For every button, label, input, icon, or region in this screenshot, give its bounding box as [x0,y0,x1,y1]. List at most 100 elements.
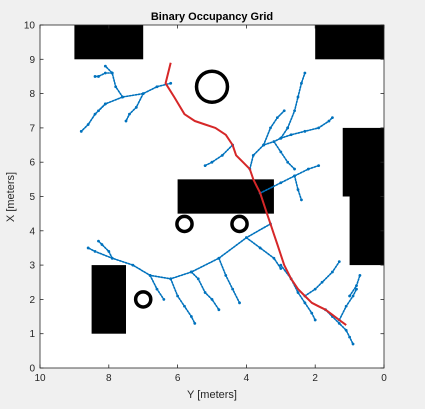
tree-node [337,322,341,325]
y-tick-label: 9 [29,55,35,66]
tree-node [162,298,166,301]
x-tick-label: 10 [34,373,46,384]
x-axis-label: Y [meters] [187,389,237,401]
tree-node [103,71,107,75]
tree-node [282,109,286,113]
obstacle-rect-4 [349,189,384,266]
tree-node [131,263,135,267]
tree-node [279,267,283,270]
tree-node [306,167,310,171]
tree-branch-4 [125,92,144,122]
tree-node [348,335,351,339]
tree-node [355,287,358,291]
tree-node [169,81,173,85]
obstacle-rect-1 [74,25,144,60]
tree-node [97,239,100,243]
y-tick-label: 8 [29,89,35,100]
tree-branch-14 [87,223,272,280]
tree-node [358,273,362,277]
tree-node [293,167,296,171]
tree-branch-6 [249,127,289,170]
tree-node [279,150,283,154]
tree-node [210,298,214,301]
tree-node [327,119,331,123]
tree-node [303,129,307,133]
tree-node [293,174,296,178]
tree-node [189,270,193,274]
tree-node [286,126,290,130]
x-tick-label: 2 [312,373,318,384]
tree-node [231,287,235,291]
obstacle-rect-2 [315,25,384,60]
tree-node [148,273,152,277]
tree-node [272,256,276,260]
tree-node [169,277,173,281]
tree-node [293,109,296,113]
obstacle-ring-4 [133,290,153,309]
tree-node [110,71,114,75]
tree-node [97,75,100,78]
tree-node [313,318,317,322]
tree-node [103,64,107,68]
tree-branch-2 [104,65,124,98]
tree-node [296,188,300,192]
obstacle-ring-3 [230,214,249,234]
tree-node [100,243,104,246]
tree-node [217,256,221,260]
tree-node [262,143,265,147]
tree-node [337,260,341,264]
tree-node [269,126,272,130]
x-tick-label: 4 [244,373,250,384]
y-tick-label: 5 [29,192,35,203]
y-tick-label: 2 [29,295,35,306]
tree-node [114,85,118,89]
planned-path-line [164,62,347,326]
tree-node [313,287,317,291]
tree-node [124,119,128,123]
tree-node [251,153,255,157]
x-tick-label: 6 [175,373,181,384]
tree-node [86,246,90,250]
tree-branch-11 [204,144,234,167]
tree-node [258,246,262,250]
rrt-tree-layer [79,64,362,346]
tree-node [203,291,207,294]
tree-branch-9 [262,110,286,146]
y-tick-label: 0 [29,364,35,375]
tree-node [176,294,180,298]
tree-branch-10 [273,140,296,170]
planned-path-layer [164,62,347,326]
tree-node [303,71,307,75]
y-tick-label: 6 [29,158,35,169]
tree-node [121,95,124,99]
tree-node [272,140,276,144]
tree-node [317,126,321,130]
tree-node [310,311,314,315]
y-tick-label: 1 [29,329,35,340]
tree-node [320,280,324,284]
x-tick-label: 0 [381,373,387,384]
tree-node [238,301,241,305]
tree-node [79,129,83,133]
y-tick-label: 10 [24,21,36,32]
obstacle-rect-6 [91,265,126,334]
tree-node [331,270,334,274]
tree-node [93,112,97,116]
tree-node [303,301,307,305]
tree-node [155,287,159,291]
tree-node [220,153,224,157]
tree-branch-16 [218,257,241,304]
tree-node [279,263,283,267]
tree-node [317,164,321,168]
tree-node [344,328,348,332]
tree-node [224,273,228,277]
tree-node [275,116,279,120]
tree-node [183,304,186,308]
tree-node [296,95,300,99]
tree-node [155,85,159,89]
y-tick-label: 7 [29,123,35,134]
tree-node [103,102,107,106]
tree-branch-19 [97,240,113,260]
tree-branch-5 [94,72,113,78]
tree-node [134,105,138,109]
